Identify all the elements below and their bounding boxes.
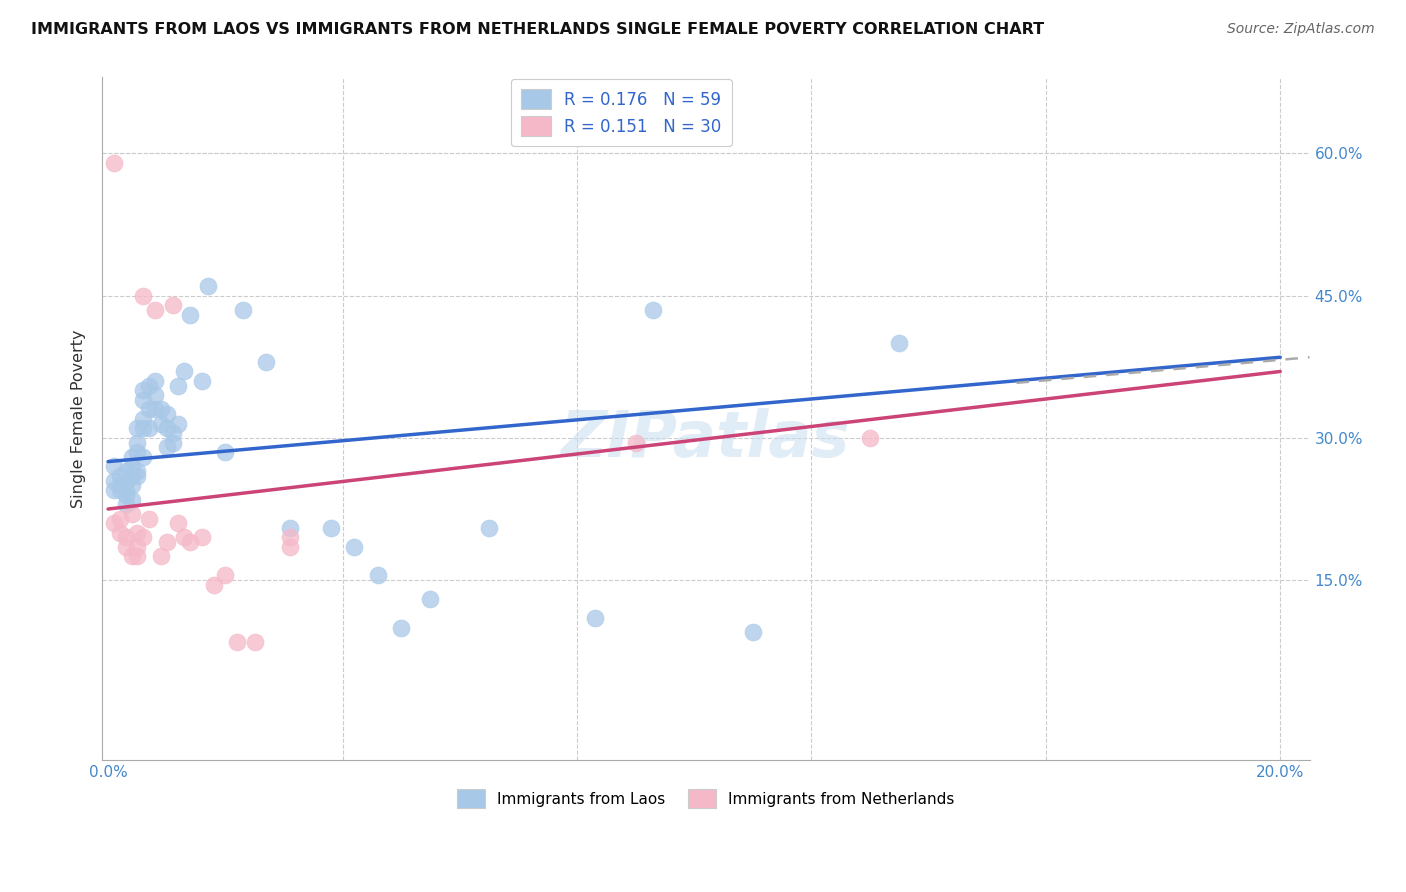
Point — [167, 516, 190, 531]
Point — [243, 635, 266, 649]
Point — [138, 421, 160, 435]
Point — [214, 445, 236, 459]
Point — [121, 507, 143, 521]
Point — [114, 497, 136, 511]
Point — [114, 540, 136, 554]
Text: ZIPatlas: ZIPatlas — [561, 409, 851, 470]
Point — [583, 611, 606, 625]
Point — [114, 488, 136, 502]
Point — [156, 535, 179, 549]
Point — [138, 378, 160, 392]
Point — [103, 474, 125, 488]
Point — [643, 302, 665, 317]
Point — [103, 516, 125, 531]
Point — [191, 531, 214, 545]
Point — [254, 355, 277, 369]
Point — [114, 483, 136, 497]
Point — [143, 374, 166, 388]
Point — [143, 388, 166, 402]
Point — [197, 279, 219, 293]
Point — [127, 464, 149, 478]
Point — [167, 417, 190, 431]
Point — [741, 625, 763, 640]
Point — [173, 531, 195, 545]
Point — [162, 426, 184, 441]
Point — [108, 511, 131, 525]
Point — [143, 402, 166, 417]
Point — [173, 364, 195, 378]
Point — [132, 392, 155, 407]
Point — [127, 540, 149, 554]
Point — [108, 525, 131, 540]
Point — [103, 483, 125, 497]
Point — [226, 635, 249, 649]
Point — [167, 378, 190, 392]
Point — [132, 531, 155, 545]
Point — [367, 568, 389, 582]
Point — [127, 549, 149, 564]
Point — [121, 459, 143, 474]
Point — [179, 535, 201, 549]
Point — [127, 421, 149, 435]
Point — [278, 521, 301, 535]
Point — [389, 621, 412, 635]
Point — [278, 531, 301, 545]
Point — [103, 156, 125, 170]
Point — [143, 302, 166, 317]
Point — [162, 298, 184, 312]
Point — [103, 459, 125, 474]
Point — [127, 445, 149, 459]
Point — [132, 288, 155, 302]
Text: IMMIGRANTS FROM LAOS VS IMMIGRANTS FROM NETHERLANDS SINGLE FEMALE POVERTY CORREL: IMMIGRANTS FROM LAOS VS IMMIGRANTS FROM … — [31, 22, 1045, 37]
Point — [132, 421, 155, 435]
Legend: Immigrants from Laos, Immigrants from Netherlands: Immigrants from Laos, Immigrants from Ne… — [451, 783, 960, 814]
Point — [132, 412, 155, 426]
Point — [419, 592, 441, 607]
Point — [121, 450, 143, 464]
Point — [149, 549, 172, 564]
Point — [149, 402, 172, 417]
Point — [108, 468, 131, 483]
Point — [114, 464, 136, 478]
Point — [121, 549, 143, 564]
Point — [156, 441, 179, 455]
Point — [138, 402, 160, 417]
Point — [859, 431, 882, 445]
Point — [162, 435, 184, 450]
Point — [114, 474, 136, 488]
Point — [138, 511, 160, 525]
Point — [156, 407, 179, 421]
Point — [149, 417, 172, 431]
Point — [214, 568, 236, 582]
Point — [127, 525, 149, 540]
Point — [202, 578, 225, 592]
Point — [121, 468, 143, 483]
Point — [121, 478, 143, 492]
Point — [278, 540, 301, 554]
Point — [114, 531, 136, 545]
Point — [319, 521, 342, 535]
Point — [127, 435, 149, 450]
Point — [132, 384, 155, 398]
Point — [127, 468, 149, 483]
Point — [232, 302, 254, 317]
Point — [478, 521, 501, 535]
Point — [108, 478, 131, 492]
Point — [156, 421, 179, 435]
Point — [343, 540, 366, 554]
Point — [108, 483, 131, 497]
Point — [179, 308, 201, 322]
Point — [132, 450, 155, 464]
Point — [889, 336, 911, 351]
Point — [191, 374, 214, 388]
Y-axis label: Single Female Poverty: Single Female Poverty — [72, 330, 86, 508]
Point — [624, 435, 647, 450]
Point — [121, 492, 143, 507]
Text: Source: ZipAtlas.com: Source: ZipAtlas.com — [1227, 22, 1375, 37]
